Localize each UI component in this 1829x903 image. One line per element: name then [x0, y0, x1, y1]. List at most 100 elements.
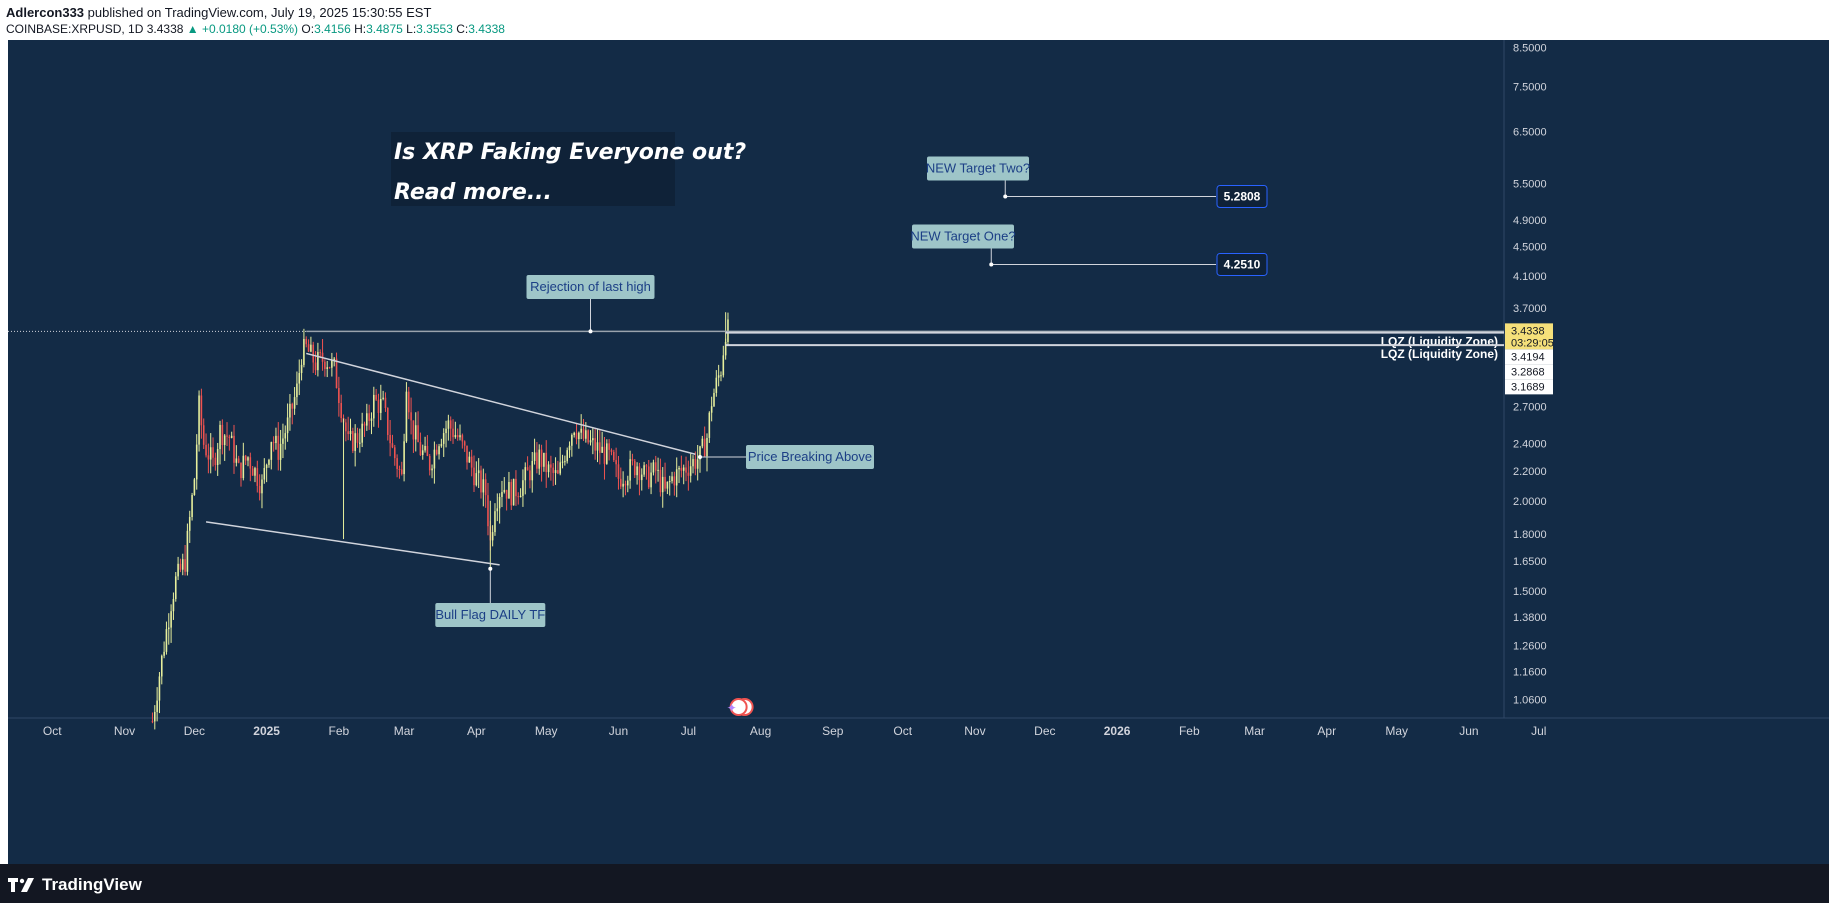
headline-line-2: Read more... [394, 180, 552, 205]
x-tick-label: Nov [964, 724, 985, 738]
candle-body [470, 456, 473, 468]
candle-body [167, 627, 170, 630]
x-tick-label: Jul [681, 724, 696, 738]
candle-body [389, 434, 391, 444]
high-label: H: [354, 22, 367, 36]
candle-body [286, 417, 289, 434]
target-anchor [1003, 194, 1008, 199]
breaking-label-bg[interactable] [746, 444, 874, 469]
candle-body [282, 438, 284, 444]
candle-body [717, 375, 720, 378]
candle-body [594, 438, 596, 451]
candle-body [291, 403, 294, 409]
headline-box[interactable] [391, 132, 675, 206]
candle-body [300, 364, 303, 374]
candle-body [340, 403, 342, 419]
bullflag-label-bg[interactable] [435, 603, 546, 627]
candle-body [547, 464, 550, 473]
candle-body [398, 468, 401, 470]
candle-body [193, 479, 196, 496]
candle-body [298, 373, 301, 384]
candle-body [529, 470, 531, 481]
candle-body [568, 445, 571, 451]
candle-body [445, 428, 447, 434]
candle-body [256, 468, 259, 486]
trendline[interactable] [205, 521, 500, 566]
candle-body [696, 459, 699, 469]
target-value-box[interactable] [1216, 252, 1268, 276]
footer-bar: TradingView [0, 864, 1829, 903]
candle-body [237, 458, 240, 463]
candle-body [526, 467, 529, 471]
candle-body [522, 480, 524, 496]
candle-body [410, 412, 412, 421]
candle-body [216, 449, 219, 466]
candle-body [608, 443, 610, 450]
candle-body [622, 483, 624, 487]
candle-body [503, 489, 506, 493]
candle-body [352, 431, 354, 451]
candle-body [708, 412, 711, 438]
candle-body [517, 496, 520, 498]
candle-body [240, 462, 242, 479]
candle-body [664, 476, 666, 489]
event-flag-icon[interactable] [729, 698, 748, 716]
candle-body [496, 508, 499, 512]
candle-body [380, 398, 382, 413]
trendline[interactable] [306, 352, 696, 455]
candle-body [710, 406, 713, 413]
open-value: 3.4156 [314, 22, 351, 36]
candle-body [268, 459, 270, 465]
target-label-bg[interactable] [912, 224, 1014, 249]
candle-body [349, 431, 352, 435]
rejection-label-bg[interactable] [526, 275, 655, 299]
chart-area[interactable]: 8.5000 7.5000 6.5000 5.5000 4.9000 4.5000 4.10… [8, 40, 1829, 864]
candle-body [393, 447, 396, 459]
countdown-tag: 03:29:05 [1511, 337, 1554, 349]
target-value-box[interactable] [1216, 184, 1268, 208]
target-value-label: 5.2808 [1224, 189, 1261, 203]
candle-body [156, 700, 158, 712]
price-chart[interactable]: 8.5000 7.5000 6.5000 5.5000 4.9000 4.5000 4.10… [8, 40, 1829, 864]
candle-body [368, 413, 370, 421]
candle-body [165, 629, 168, 652]
candle-body [645, 465, 648, 467]
candle-body [636, 466, 638, 476]
candle-body [170, 611, 172, 628]
published-text: published on TradingView.com, July 19, 2… [84, 5, 432, 20]
x-tick-label: Mar [1244, 724, 1265, 738]
candle-body [675, 469, 678, 486]
candle-body [501, 492, 503, 497]
candle-body [442, 433, 445, 444]
candle-body [195, 444, 198, 480]
author-name[interactable]: Adlercon333 [6, 5, 85, 20]
candle-body [235, 458, 238, 463]
candle-body [606, 443, 608, 464]
candle-body [158, 676, 161, 701]
candle-body [370, 418, 373, 421]
rejection-anchor [588, 329, 593, 334]
candle-body [303, 338, 305, 365]
tradingview-logo[interactable]: TradingView [8, 875, 142, 895]
target-label-bg[interactable] [927, 156, 1029, 181]
candle-body [524, 467, 527, 481]
candle-body [694, 459, 697, 469]
candle-body [272, 442, 275, 444]
candle-body [177, 563, 179, 577]
candle-body [254, 468, 256, 476]
publisher-line: Adlercon333 published on TradingView.com… [6, 5, 431, 20]
candle-body [414, 425, 417, 440]
candle-body [575, 432, 578, 440]
candle-body [386, 407, 389, 435]
candle-body [582, 428, 585, 439]
candle-body [251, 468, 254, 476]
candle-body [153, 711, 156, 722]
y-tick-label: 4.9000 [1513, 215, 1547, 227]
candle-body [668, 481, 671, 483]
y-tick-label: 2.2000 [1513, 466, 1547, 478]
candle-body [722, 355, 725, 376]
x-tick-label: Nov [114, 724, 135, 738]
candle-body [314, 362, 317, 371]
candle-body [580, 428, 582, 433]
candle-body [191, 495, 193, 518]
